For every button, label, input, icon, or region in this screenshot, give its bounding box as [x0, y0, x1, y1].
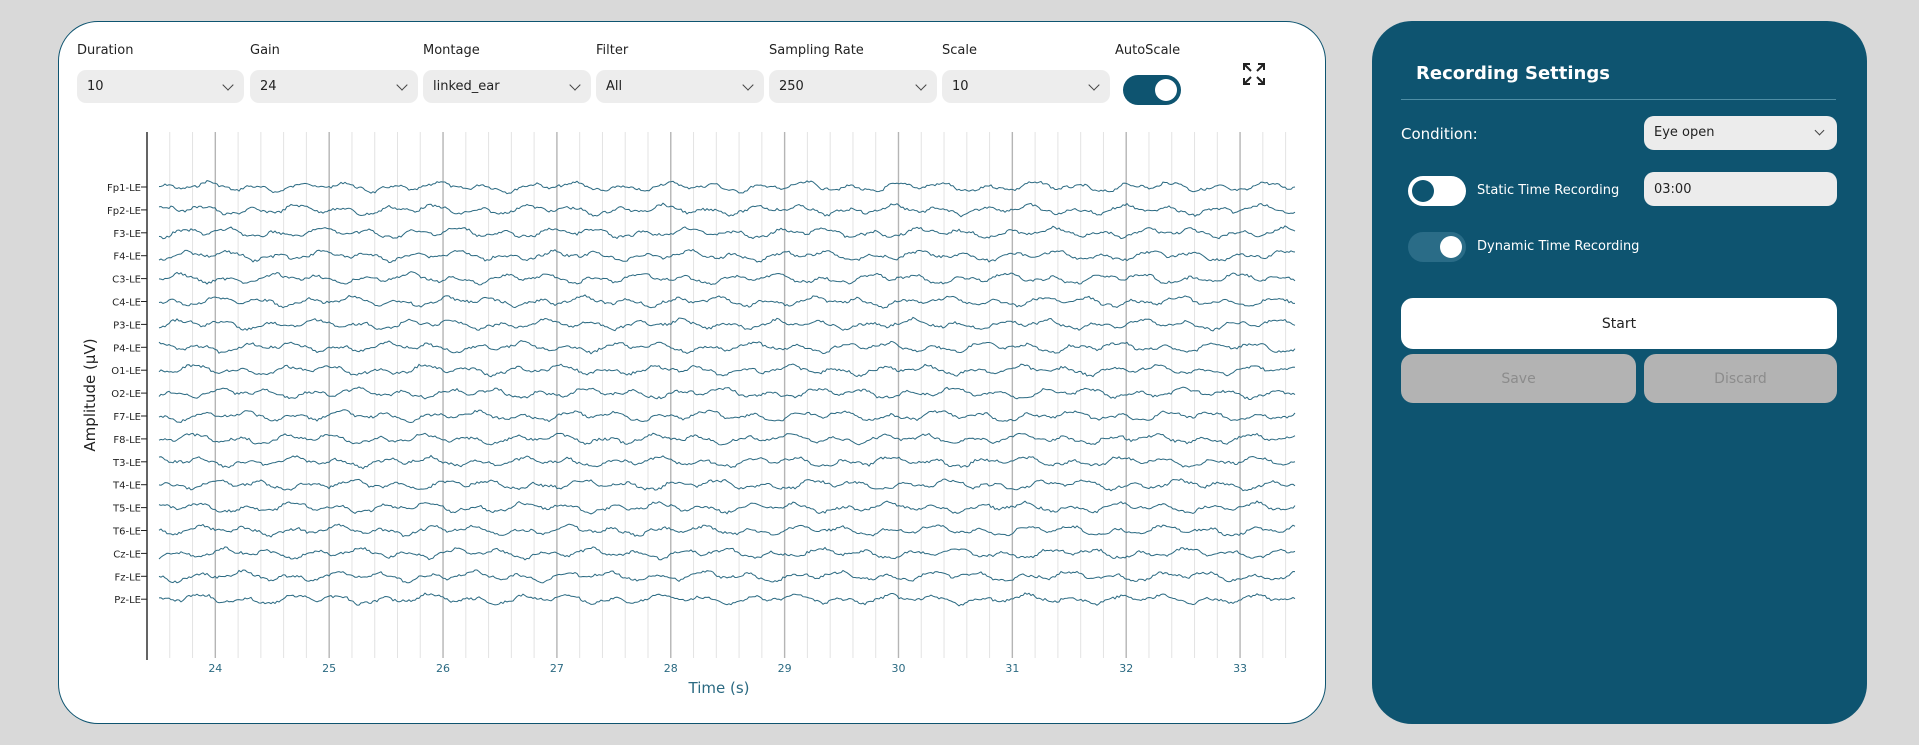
x-tick-label: 31	[1005, 662, 1019, 675]
gain-value: 24	[260, 79, 277, 94]
condition-label: Condition:	[1401, 125, 1478, 143]
x-axis-label: Time (s)	[688, 679, 750, 697]
static-time-input[interactable]	[1644, 172, 1837, 206]
dynamic-time-toggle[interactable]	[1408, 232, 1466, 262]
channel-trace	[158, 592, 1296, 607]
channel-label: F3-LE	[113, 229, 141, 240]
channel-trace	[158, 569, 1296, 584]
montage-label: Montage	[423, 43, 480, 58]
channel-trace	[158, 340, 1296, 355]
scale-label: Scale	[942, 43, 977, 58]
duration-select[interactable]: 10	[77, 70, 244, 103]
autoscale-label: AutoScale	[1115, 43, 1181, 58]
scale-select[interactable]: 10	[942, 70, 1110, 103]
gain-select[interactable]: 24	[250, 70, 418, 103]
channel-label: F8-LE	[113, 435, 141, 446]
channel-label: T5-LE	[112, 504, 141, 515]
gain-label: Gain	[250, 43, 280, 58]
filter-value: All	[606, 79, 623, 94]
autoscale-toggle[interactable]	[1123, 75, 1181, 105]
channel-label: T6-LE	[112, 527, 141, 538]
duration-label: Duration	[77, 43, 134, 58]
filter-select[interactable]: All	[596, 70, 764, 103]
sampling-rate-select[interactable]: 250	[769, 70, 937, 103]
channel-trace	[158, 180, 1296, 195]
x-tick-label: 27	[550, 662, 564, 675]
discard-button[interactable]: Discard	[1644, 354, 1837, 403]
start-button[interactable]: Start	[1401, 298, 1837, 349]
channel-label: P4-LE	[113, 343, 141, 354]
channel-trace	[158, 225, 1296, 240]
panel-title: Recording Settings	[1416, 63, 1610, 84]
channel-label: F7-LE	[113, 412, 141, 423]
channel-label: Cz-LE	[113, 549, 141, 560]
x-tick-label: 25	[322, 662, 336, 675]
sampling-rate-value: 250	[779, 79, 804, 94]
channel-trace	[158, 432, 1296, 446]
expand-fullscreen-icon[interactable]	[1242, 62, 1266, 86]
channel-label: Fp1-LE	[107, 183, 141, 194]
eeg-plot: 24 25 26 27 28 29 30 31 32 33 Time (s) Amplitude (µ…	[81, 132, 1296, 697]
x-tick-label: 28	[664, 662, 678, 675]
dynamic-time-label: Dynamic Time Recording	[1477, 239, 1640, 254]
duration-value: 10	[87, 79, 104, 94]
channel-label: C4-LE	[112, 298, 141, 309]
channel-label: T3-LE	[112, 458, 141, 469]
channel-trace	[158, 454, 1296, 470]
toggle-knob	[1155, 79, 1177, 101]
channel-label: O2-LE	[111, 389, 141, 400]
channel-trace	[158, 316, 1296, 332]
channel-label: F4-LE	[113, 252, 141, 263]
channel-trace	[158, 271, 1296, 286]
channel-trace	[158, 202, 1296, 218]
channel-label: O1-LE	[111, 366, 141, 377]
recording-settings-panel: Recording Settings Condition: Eye open S…	[1372, 21, 1867, 724]
channel-trace	[158, 500, 1296, 515]
y-axis-label: Amplitude (µV)	[81, 338, 99, 451]
channel-trace	[158, 409, 1296, 424]
x-tick-label: 24	[208, 662, 222, 675]
x-tick-label: 32	[1119, 662, 1133, 675]
toggle-knob	[1440, 236, 1462, 258]
x-tick-label: 29	[778, 662, 792, 675]
static-time-toggle[interactable]	[1408, 176, 1466, 206]
scale-value: 10	[952, 79, 969, 94]
channel-trace	[158, 363, 1296, 378]
channel-label: Pz-LE	[114, 595, 141, 606]
condition-value: Eye open	[1654, 125, 1715, 140]
x-tick-label: 30	[891, 662, 905, 675]
static-time-label: Static Time Recording	[1477, 183, 1620, 198]
toggle-knob	[1412, 180, 1434, 202]
save-button[interactable]: Save	[1401, 354, 1636, 403]
filter-label: Filter	[596, 43, 629, 58]
montage-value: linked_ear	[433, 79, 500, 94]
channel-label: Fz-LE	[115, 572, 142, 583]
channel-trace	[158, 386, 1296, 401]
panel-divider	[1401, 99, 1836, 100]
channel-trace	[158, 546, 1296, 561]
x-tick-label: 26	[436, 662, 450, 675]
condition-select[interactable]: Eye open	[1644, 116, 1837, 150]
montage-select[interactable]: linked_ear	[423, 70, 591, 103]
sampling-rate-label: Sampling Rate	[769, 43, 864, 58]
channel-trace	[158, 523, 1296, 538]
x-tick-label: 33	[1233, 662, 1247, 675]
channel-label: T4-LE	[112, 481, 141, 492]
channel-trace	[158, 294, 1295, 309]
eeg-chart-card: Duration 10 Gain 24 Montage linked_ear F…	[58, 21, 1326, 724]
channel-trace	[158, 248, 1296, 264]
channel-label: Fp2-LE	[107, 206, 141, 217]
chevron-down-icon	[1814, 125, 1825, 136]
channel-trace	[158, 478, 1296, 492]
channel-label: C3-LE	[112, 275, 141, 286]
channel-label: P3-LE	[113, 320, 141, 331]
